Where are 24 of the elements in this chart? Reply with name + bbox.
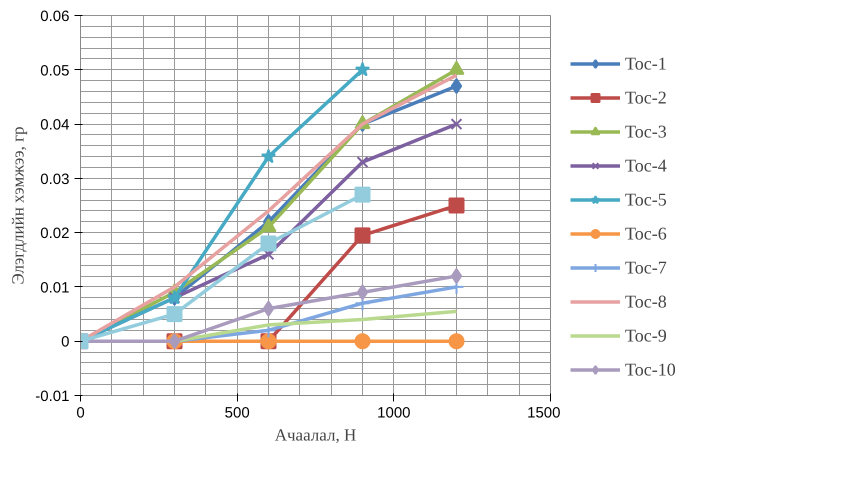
legend-label: Toc-10 — [625, 359, 676, 380]
legend-label: Toc-7 — [625, 257, 667, 278]
x-tick-label: 0 — [76, 404, 85, 422]
y-tick-label: 0.04 — [40, 116, 70, 134]
legend-label: Toc-3 — [625, 121, 667, 142]
legend-label: Toc-1 — [625, 53, 667, 74]
y-tick-label: 0.02 — [40, 225, 70, 242]
y-tick-label: 0.03 — [40, 170, 70, 188]
legend-label: Toc-9 — [625, 325, 667, 346]
x-tick-label: 1500 — [527, 404, 561, 422]
y-axis-title: Элэгдлийн хэмжээ, гр — [8, 126, 28, 285]
x-axis-title: Ачаалал, Н — [274, 426, 356, 444]
legend-label: Toc-4 — [625, 155, 667, 176]
legend-label: Toc-2 — [625, 87, 667, 108]
legend-label: Toc-8 — [625, 291, 667, 312]
legend-label: Toc-5 — [625, 189, 667, 210]
x-tick-label: 500 — [224, 404, 250, 422]
y-tick-label: 0.01 — [40, 279, 70, 296]
y-tick-label: -0.01 — [35, 388, 70, 405]
y-tick-label: 0.05 — [40, 62, 70, 80]
y-tick-label: 0 — [61, 334, 70, 351]
x-tick-label: 1000 — [377, 404, 411, 422]
legend-label: Toc-6 — [625, 223, 667, 244]
y-tick-label: 0.06 — [40, 8, 70, 25]
